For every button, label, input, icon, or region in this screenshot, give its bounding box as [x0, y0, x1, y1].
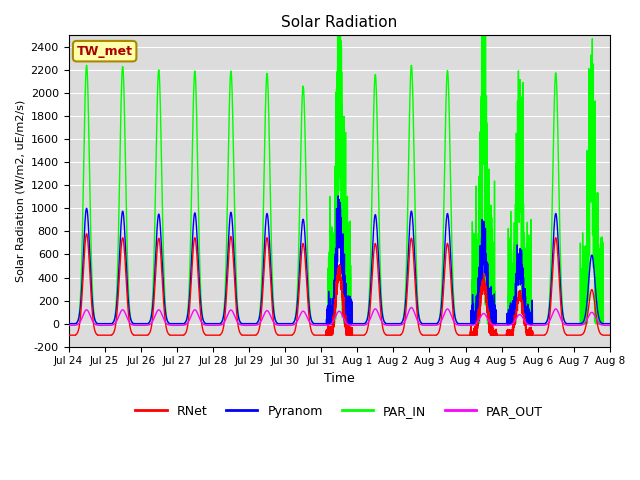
RNet [604, 332, 612, 338]
PAR_OUT [65, 323, 72, 328]
PAR_OUT [268, 314, 275, 320]
PAR_IN [414, 300, 422, 306]
Pyranom [491, 305, 499, 311]
Y-axis label: Solar Radiation (W/m2, uE/m2/s): Solar Radiation (W/m2, uE/m2/s) [15, 100, 25, 282]
Line: PAR_IN: PAR_IN [68, 0, 610, 324]
Legend: RNet, Pyranom, PAR_IN, PAR_OUT: RNet, Pyranom, PAR_IN, PAR_OUT [131, 400, 548, 423]
PAR_IN [65, 321, 72, 326]
Pyranom [604, 321, 612, 326]
RNet [414, 318, 422, 324]
PAR_OUT [175, 323, 182, 328]
Pyranom [334, 193, 342, 199]
Line: RNet: RNet [68, 234, 610, 335]
RNet [180, 332, 188, 337]
Pyranom [180, 321, 188, 326]
Line: Pyranom: Pyranom [68, 196, 610, 324]
Pyranom [175, 321, 182, 326]
PAR_OUT [408, 305, 415, 311]
PAR_OUT [414, 318, 422, 324]
RNet [606, 332, 614, 338]
Line: PAR_OUT: PAR_OUT [68, 308, 610, 325]
PAR_IN [606, 321, 614, 326]
Pyranom [414, 307, 422, 312]
X-axis label: Time: Time [324, 372, 355, 385]
PAR_IN [491, 321, 499, 326]
RNet [83, 231, 90, 237]
PAR_IN [175, 321, 182, 326]
Title: Solar Radiation: Solar Radiation [281, 15, 397, 30]
PAR_OUT [604, 323, 612, 328]
RNet [268, 289, 275, 295]
Pyranom [268, 274, 275, 279]
PAR_IN [604, 321, 612, 326]
Pyranom [606, 321, 614, 326]
PAR_IN [180, 321, 188, 326]
PAR_OUT [491, 323, 499, 328]
RNet [65, 332, 72, 338]
PAR_OUT [606, 323, 614, 328]
RNet [491, 332, 499, 338]
RNet [175, 332, 182, 338]
PAR_OUT [180, 322, 188, 328]
PAR_IN [268, 231, 275, 237]
Text: TW_met: TW_met [77, 45, 132, 58]
Pyranom [65, 321, 72, 326]
